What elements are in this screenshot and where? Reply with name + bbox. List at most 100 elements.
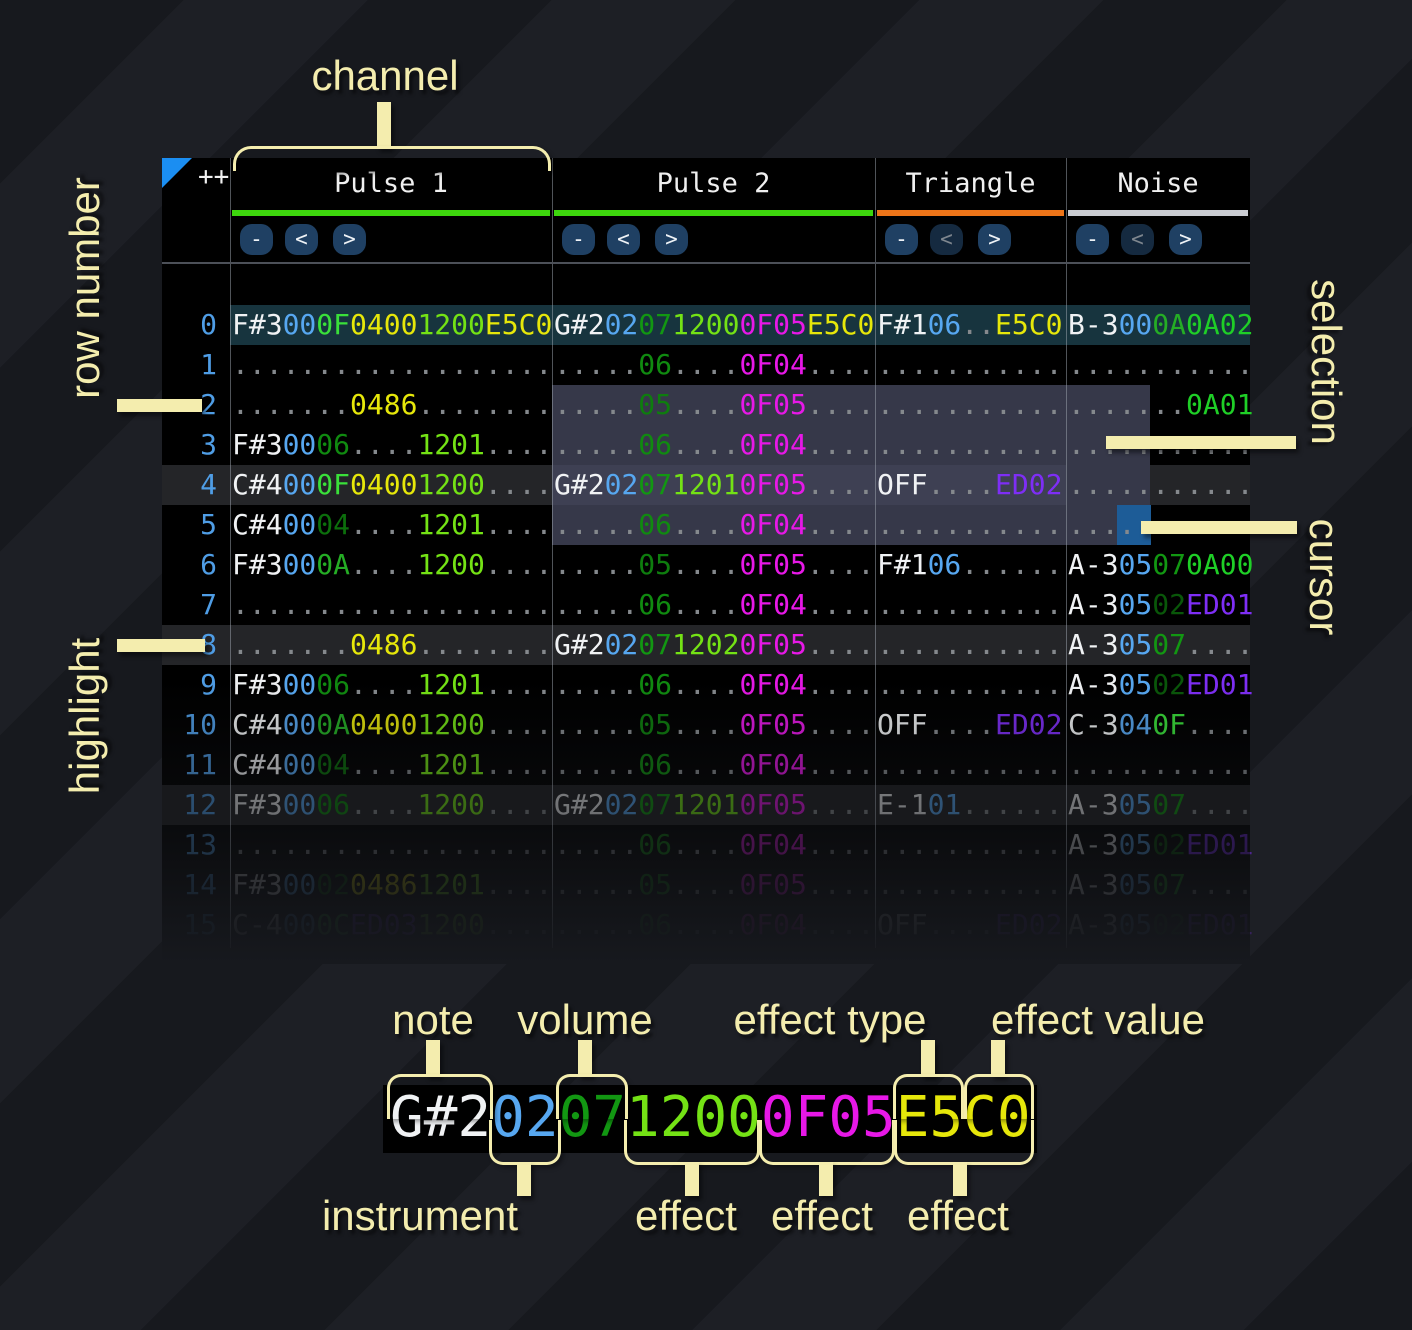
pattern-row[interactable]: 7................... .....06....0F04.....… [162, 585, 1253, 625]
pattern-cell-p1[interactable]: F#30006....1201.... [230, 665, 552, 705]
pattern-cell-p2[interactable]: .....06....0F04.... [552, 505, 875, 545]
pattern-cell-t[interactable]: ........... [875, 625, 1066, 665]
pattern-row[interactable]: 1................... .....06....0F04.....… [162, 345, 1253, 385]
pattern-cell-no[interactable]: A-30502ED01 [1066, 665, 1253, 705]
pattern-row[interactable]: 11 C#40004....1201.... .....06....0F04....… [162, 745, 1253, 785]
pattern-cell-t[interactable]: ........... [875, 385, 1066, 425]
pattern-cell-t[interactable]: ........... [875, 865, 1066, 905]
pattern-row[interactable]: 12 F#30006....1200.... G#2020712010F05....… [162, 785, 1253, 825]
pattern-cell-p2[interactable]: .....06....0F04.... [552, 425, 875, 465]
channel-header-noise[interactable]: Noise [1117, 168, 1199, 199]
pattern-cell-p2[interactable]: .....05....0F05.... [552, 705, 875, 745]
pattern-cell-p1[interactable]: F#30006....1201.... [230, 425, 552, 465]
pattern-cell-p2[interactable]: .....06....0F04.... [552, 665, 875, 705]
channel-shrink-button[interactable]: < [607, 224, 640, 255]
pattern-cell-no[interactable]: A-30502ED01 [1066, 825, 1253, 865]
pattern-cell-p1[interactable]: F#3000204861201.... [230, 865, 552, 905]
pattern-row[interactable]: 9 F#30006....1201.... .....06....0F04.....… [162, 665, 1253, 705]
channel-mute-button[interactable]: - [885, 224, 918, 255]
pattern-cell-t[interactable]: ........... [875, 825, 1066, 865]
channel-mute-button[interactable]: - [562, 224, 595, 255]
pattern-cell-p1[interactable]: C#40004....1201.... [230, 505, 552, 545]
channel-header-pulse-1[interactable]: Pulse 1 [334, 168, 448, 199]
pattern-cell-p2[interactable]: G#2020712010F05.... [552, 465, 875, 505]
pattern-cell-p2[interactable]: .....05....0F05.... [552, 545, 875, 585]
pattern-cell-no[interactable]: B-3000A0A02 [1066, 305, 1253, 345]
pattern-cell-p2[interactable]: .....05....0F05.... [552, 385, 875, 425]
pattern-cell-p1[interactable]: C#4000A04001200.... [230, 705, 552, 745]
pattern-cell-no[interactable]: ........... [1066, 465, 1253, 505]
channel-mute-button[interactable]: - [240, 224, 273, 255]
pattern-cell-t[interactable]: ........... [875, 665, 1066, 705]
pattern-row[interactable]: 10 C#4000A04001200.... .....05....0F05....… [162, 705, 1253, 745]
pattern-cell-p1[interactable]: F#3000F04001200E5C0 [230, 305, 552, 345]
pattern-row[interactable]: 13................... .....06....0F04....… [162, 825, 1253, 865]
pattern-corner-cell[interactable]: ++ [162, 158, 230, 210]
pattern-cell-p2[interactable]: G#2020712000F05E5C0 [552, 305, 875, 345]
pattern-cell-p2[interactable]: .....05....0F05.... [552, 865, 875, 905]
pattern-cell-no[interactable]: A-30502ED01 [1066, 585, 1253, 625]
pattern-row[interactable]: 4 C#4000F04001200.... G#2020712010F05.... O… [162, 465, 1253, 505]
channel-expand-button[interactable]: > [1169, 224, 1202, 255]
pattern-row[interactable]: 15 C-4000CED031200.... .....06....0F04....… [162, 905, 1253, 945]
pattern-cell-t[interactable]: OFF....ED02 [875, 465, 1066, 505]
pattern-cell-t[interactable]: ........... [875, 745, 1066, 785]
pattern-cell-p1[interactable]: .......0486........ [230, 385, 552, 425]
pattern-row[interactable]: 6 F#3000A....1200.... .....05....0F05.... F… [162, 545, 1253, 585]
empty-field: .... [484, 908, 553, 941]
pattern-cell-no[interactable]: A-30507.... [1066, 785, 1253, 825]
corner-expand-label[interactable]: ++ [198, 162, 230, 192]
pattern-cell-p2[interactable]: .....06....0F04.... [552, 905, 875, 945]
pattern-cell-p1[interactable]: .......0486........ [230, 625, 552, 665]
pattern-row[interactable]: 0 F#3000F04001200E5C0 G#2020712000F05E5C0 F… [162, 305, 1253, 345]
pattern-cell-t[interactable]: OFF....ED02 [875, 705, 1066, 745]
pattern-cell-no[interactable]: A-30507.... [1066, 625, 1253, 665]
pattern-cell-t[interactable]: ........... [875, 425, 1066, 465]
pattern-cell-no[interactable]: C-3040F.... [1066, 705, 1253, 745]
pattern-cell-p1[interactable]: ................... [230, 345, 552, 385]
pattern-cell-p2[interactable]: .....06....0F04.... [552, 345, 875, 385]
annotation-note-label: note [392, 996, 474, 1043]
pattern-row[interactable]: 2 .......0486........ .....05....0F05.....… [162, 385, 1253, 425]
channel-expand-button[interactable]: > [978, 224, 1011, 255]
pattern-row[interactable]: 5 C#40004....1201.... .....06....0F04.....… [162, 505, 1253, 545]
pattern-cell-p1[interactable]: ................... [230, 585, 552, 625]
pattern-cell-no[interactable]: ........... [1066, 345, 1253, 385]
pattern-cell-t[interactable]: F#106..E5C0 [875, 305, 1066, 345]
pattern-cell-p2[interactable]: .....06....0F04.... [552, 745, 875, 785]
pattern-row[interactable]: 14 F#3000204861201.... .....05....0F05....… [162, 865, 1253, 905]
pattern-cell-no[interactable]: A-305070A00 [1066, 545, 1253, 585]
channel-expand-button[interactable]: > [333, 224, 366, 255]
pattern-cell-t[interactable]: ........... [875, 345, 1066, 385]
channel-shrink-button[interactable]: < [930, 224, 963, 255]
pattern-cell-t[interactable]: F#106...... [875, 545, 1066, 585]
pattern-cell-t[interactable]: OFF....ED02 [875, 905, 1066, 945]
pattern-cell-t[interactable]: ........... [875, 505, 1066, 545]
channel-shrink-button[interactable]: < [1121, 224, 1154, 255]
channel-shrink-button[interactable]: < [285, 224, 318, 255]
pattern-cell-p1[interactable]: ................... [230, 825, 552, 865]
pattern-cell-p1[interactable]: C#4000F04001200.... [230, 465, 552, 505]
pattern-cell-p2[interactable]: G#2020712010F05.... [552, 785, 875, 825]
pattern-cell-p1[interactable]: C#40004....1201.... [230, 745, 552, 785]
pattern-cell-p2[interactable]: .....06....0F04.... [552, 825, 875, 865]
channel-header-triangle[interactable]: Triangle [905, 168, 1036, 199]
pattern-cell-p1[interactable]: F#30006....1200.... [230, 785, 552, 825]
channel-header-pulse-2[interactable]: Pulse 2 [656, 168, 771, 199]
pattern-cell-p1[interactable]: C-4000CED031200.... [230, 905, 552, 945]
field: 0486 [350, 388, 418, 421]
pattern-cell-no[interactable]: .......0A01 [1066, 385, 1253, 425]
channel-expand-button[interactable]: > [655, 224, 688, 255]
pattern-cell-p1[interactable]: F#3000A....1200.... [230, 545, 552, 585]
pattern-cell-p2[interactable]: .....06....0F04.... [552, 585, 875, 625]
pattern-cell-t[interactable]: E-101...... [875, 785, 1066, 825]
pattern-cell-no[interactable]: A-30507.... [1066, 865, 1253, 905]
pattern-cell-p2[interactable]: G#2020712020F05.... [552, 625, 875, 665]
channel-mute-button[interactable]: - [1076, 224, 1109, 255]
pattern-row[interactable]: 3 F#30006....1201.... .....06....0F04.....… [162, 425, 1253, 465]
pattern-row[interactable]: 8 .......0486........ G#2020712020F05.....… [162, 625, 1253, 665]
channel-buttons-row: - < > - < > - < > - < > [162, 224, 1250, 255]
pattern-cell-no[interactable]: A-30502ED01 [1066, 905, 1253, 945]
pattern-cell-t[interactable]: ........... [875, 585, 1066, 625]
pattern-cell-no[interactable]: ........... [1066, 745, 1253, 785]
